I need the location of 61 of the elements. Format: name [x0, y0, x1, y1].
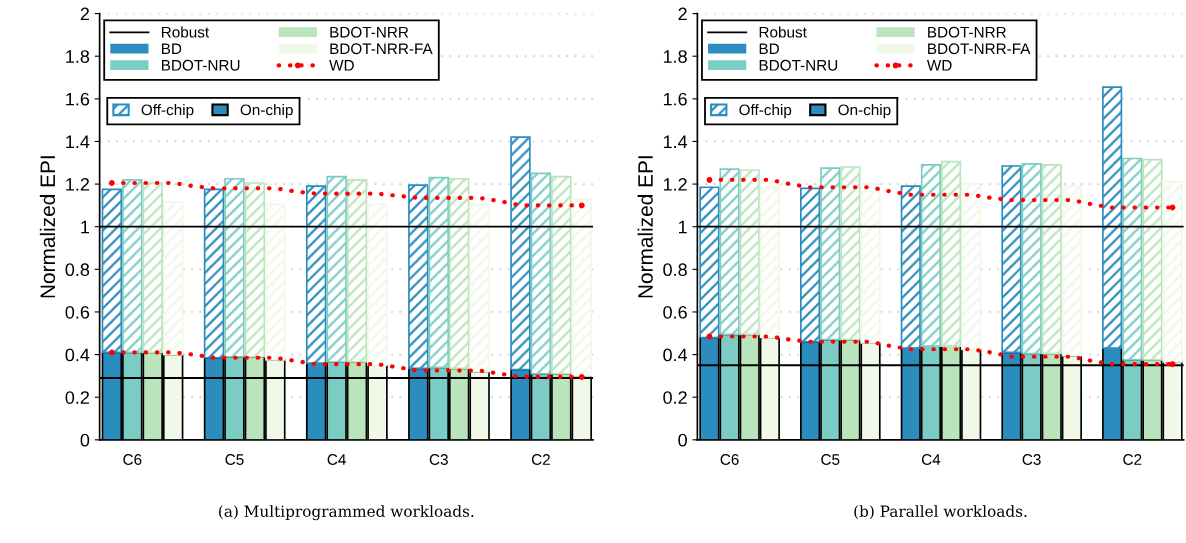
x-tick-label: C4 — [921, 454, 941, 465]
y-tick-label: 2 — [80, 7, 89, 21]
x-tick-label: C6 — [123, 454, 142, 465]
legend-label: Robust — [759, 26, 807, 38]
x-tick-label: C3 — [1022, 454, 1041, 465]
y-tick-label: 1.8 — [663, 50, 687, 63]
point — [578, 374, 585, 380]
y-tick-label: 1.6 — [66, 92, 90, 106]
annotation: On-chip — [240, 104, 293, 119]
y-tick-label: 1.8 — [66, 50, 90, 63]
point — [108, 180, 115, 186]
y-tick-label: 2 — [678, 7, 687, 21]
y-axis-title: Normalized EPI — [637, 156, 653, 298]
x-tick-label: C6 — [720, 454, 739, 465]
legend-label: BDOT-NRU — [161, 59, 240, 71]
point — [108, 349, 115, 356]
y-axis-title: Normalized EPI — [39, 156, 56, 298]
y-tick-label: 0.6 — [65, 305, 90, 319]
annotation: Off-chip — [739, 104, 792, 119]
point — [706, 176, 713, 183]
y-tick-label: 0.2 — [65, 391, 89, 404]
y-tick-label: 0 — [678, 433, 687, 447]
legend-label: BDOT-NRR — [330, 26, 409, 38]
y-tick-label: 1.2 — [663, 178, 687, 191]
x-tick-label: C4 — [327, 454, 346, 465]
legend-label: BD — [759, 43, 779, 55]
y-tick-label: 0.4 — [65, 348, 90, 362]
legend-label: BD — [161, 43, 182, 55]
y-tick-label: 1.6 — [663, 92, 687, 106]
point — [706, 333, 713, 340]
text: (b) Parallel workloads. — [854, 505, 1027, 520]
legend-label: BDOT-NRR-FA — [330, 43, 433, 55]
point — [1169, 204, 1176, 211]
y-tick-label: 1.4 — [663, 135, 688, 148]
point — [1169, 361, 1176, 368]
x-tick-label: C2 — [531, 454, 550, 465]
legend-label: BDOT-NRR-FA — [928, 43, 1031, 55]
annotation: On-chip — [838, 104, 891, 119]
y-tick-label: 0.8 — [663, 263, 687, 277]
legend-label: Robust — [161, 26, 210, 38]
text: (a) Multiprogrammed workloads. — [219, 505, 474, 521]
y-tick-label: 1 — [81, 220, 90, 234]
x-tick-label: C2 — [1123, 454, 1142, 465]
x-tick-label: C5 — [821, 454, 840, 465]
legend-label: BDOT-NRR — [928, 26, 1006, 38]
annotation: Off-chip — [141, 104, 194, 119]
legend-label: WD — [329, 60, 354, 71]
y-tick-label: 0.4 — [663, 348, 688, 362]
y-tick-label: 0.2 — [663, 391, 687, 404]
bar — [571, 198, 592, 377]
x-tick-label: C3 — [429, 454, 448, 465]
y-tick-label: 0.6 — [663, 305, 687, 319]
legend-label: BDOT-NRU — [759, 59, 838, 71]
y-tick-label: 1.2 — [66, 178, 89, 191]
y-tick-label: 0.8 — [65, 263, 90, 277]
point — [578, 202, 585, 209]
x-tick-label: C5 — [225, 454, 244, 465]
y-tick-label: 0 — [80, 433, 90, 447]
y-tick-label: 1.4 — [66, 135, 90, 148]
y-tick-label: 1 — [678, 220, 687, 234]
legend-label: WD — [926, 60, 952, 71]
